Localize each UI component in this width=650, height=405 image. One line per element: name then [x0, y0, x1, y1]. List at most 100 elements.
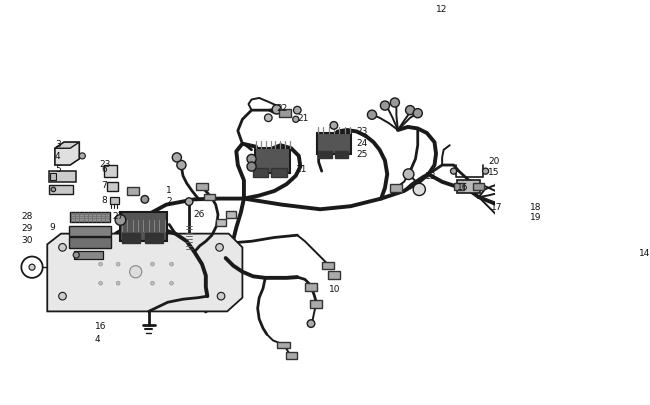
Bar: [50, 173, 57, 181]
Circle shape: [58, 293, 66, 300]
Circle shape: [572, 215, 582, 226]
Circle shape: [495, 180, 504, 189]
Text: 12: 12: [436, 4, 447, 13]
Circle shape: [482, 168, 489, 175]
Circle shape: [129, 266, 142, 278]
Bar: [204, 194, 215, 201]
Circle shape: [51, 188, 56, 192]
Bar: [70, 226, 110, 236]
Bar: [473, 183, 484, 191]
Circle shape: [265, 115, 272, 122]
Bar: [390, 185, 402, 192]
Circle shape: [526, 194, 534, 201]
Text: 2: 2: [166, 197, 172, 206]
Text: 6: 6: [101, 164, 107, 173]
Circle shape: [216, 244, 224, 252]
Bar: [512, 187, 528, 196]
Text: 7: 7: [101, 180, 107, 189]
Text: 29: 29: [21, 224, 32, 232]
Bar: [145, 234, 163, 243]
Circle shape: [115, 215, 126, 226]
Bar: [279, 110, 291, 118]
Text: 10: 10: [330, 284, 341, 293]
Text: 15: 15: [488, 167, 499, 176]
Bar: [278, 342, 290, 349]
Bar: [310, 300, 322, 308]
Bar: [253, 168, 268, 178]
Bar: [335, 151, 348, 159]
Text: 30: 30: [21, 236, 33, 245]
Bar: [272, 168, 287, 178]
Text: 5: 5: [55, 164, 60, 173]
Text: 8: 8: [101, 195, 107, 205]
Circle shape: [413, 184, 425, 196]
Circle shape: [141, 196, 149, 204]
Text: 26: 26: [194, 210, 205, 219]
Bar: [458, 180, 480, 194]
Bar: [120, 212, 167, 241]
Circle shape: [116, 262, 120, 266]
Polygon shape: [47, 234, 242, 311]
Circle shape: [247, 162, 256, 172]
Bar: [49, 185, 73, 194]
Text: 23: 23: [357, 127, 368, 136]
Circle shape: [330, 122, 338, 130]
Circle shape: [506, 202, 515, 211]
Circle shape: [569, 253, 580, 264]
Text: 28: 28: [21, 211, 32, 220]
Circle shape: [151, 262, 154, 266]
Circle shape: [390, 99, 400, 108]
Text: 19: 19: [530, 213, 541, 222]
Bar: [122, 234, 140, 243]
Bar: [322, 262, 334, 270]
Bar: [107, 182, 118, 192]
Bar: [49, 172, 76, 182]
Text: 11: 11: [296, 165, 307, 174]
Bar: [70, 212, 110, 223]
Circle shape: [29, 264, 35, 271]
Polygon shape: [55, 143, 79, 149]
Circle shape: [307, 320, 315, 328]
Bar: [286, 352, 296, 359]
Text: 13: 13: [425, 172, 437, 181]
Circle shape: [577, 244, 588, 255]
Text: 21: 21: [297, 114, 309, 123]
Circle shape: [499, 218, 508, 227]
Bar: [318, 151, 332, 159]
Circle shape: [247, 155, 256, 164]
Text: 17: 17: [491, 202, 502, 211]
Circle shape: [450, 168, 456, 175]
Circle shape: [172, 153, 181, 162]
Text: 3: 3: [55, 140, 60, 149]
Bar: [317, 134, 350, 155]
Text: 9: 9: [49, 222, 55, 231]
Text: 16: 16: [458, 182, 469, 192]
Circle shape: [294, 107, 301, 115]
Bar: [103, 166, 118, 178]
Text: 1: 1: [166, 185, 172, 194]
Text: 24: 24: [357, 139, 368, 147]
Bar: [454, 183, 464, 191]
Circle shape: [292, 117, 299, 123]
Bar: [255, 148, 291, 174]
Text: 27: 27: [113, 211, 124, 220]
Circle shape: [517, 201, 525, 209]
Bar: [69, 238, 111, 249]
Text: 14: 14: [639, 249, 650, 258]
Circle shape: [403, 169, 414, 180]
Circle shape: [177, 161, 186, 170]
Text: 22: 22: [276, 104, 287, 113]
Text: 4: 4: [94, 335, 100, 343]
Circle shape: [58, 244, 66, 252]
Circle shape: [217, 293, 225, 300]
Circle shape: [73, 252, 79, 258]
Text: 18: 18: [530, 202, 541, 211]
Circle shape: [574, 238, 585, 249]
Polygon shape: [55, 143, 79, 166]
Circle shape: [568, 204, 578, 214]
Text: 4: 4: [55, 152, 60, 161]
Text: 25: 25: [357, 150, 368, 159]
Circle shape: [170, 281, 174, 286]
Circle shape: [413, 109, 423, 119]
Circle shape: [367, 111, 376, 120]
